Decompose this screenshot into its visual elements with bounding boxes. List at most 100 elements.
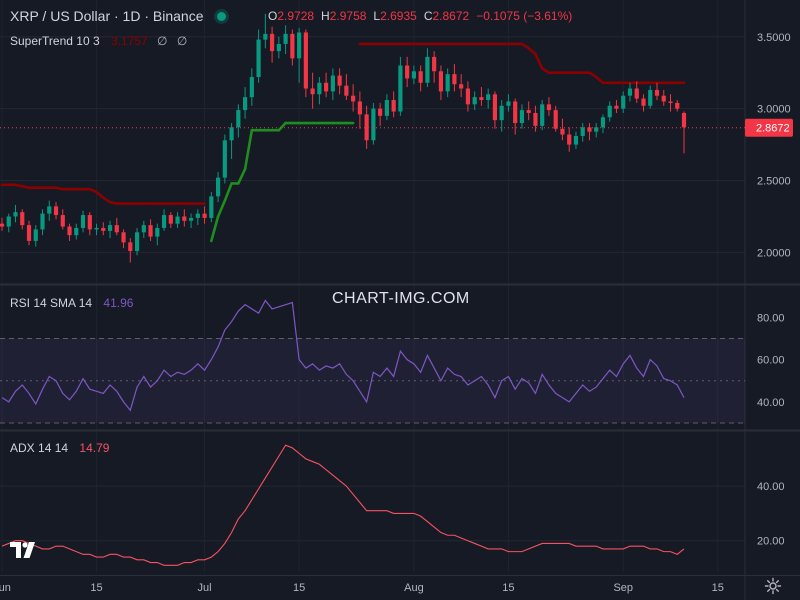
tradingview-logo-icon[interactable] bbox=[10, 540, 40, 560]
time-tick-label: Aug bbox=[404, 582, 424, 594]
candle-body bbox=[371, 108, 376, 141]
candle-body bbox=[290, 33, 295, 59]
candle-body bbox=[297, 32, 302, 59]
candle-body bbox=[668, 101, 673, 103]
visibility-off-icon[interactable]: ∅ bbox=[157, 34, 168, 48]
rsi-value: 41.96 bbox=[103, 296, 134, 310]
time-tick-label: Jul bbox=[198, 582, 212, 594]
supertrend-segment bbox=[540, 67, 551, 75]
time-tick-label: Jun bbox=[0, 582, 11, 594]
candle-body bbox=[26, 225, 32, 241]
candle-body bbox=[384, 100, 389, 116]
candle-body bbox=[188, 217, 194, 221]
candle-body bbox=[236, 110, 241, 128]
price-tick-label: 2.0000 bbox=[757, 247, 791, 259]
candle-body bbox=[148, 225, 153, 237]
candle-body bbox=[486, 94, 491, 101]
rsi-tick-label: 40.00 bbox=[757, 397, 785, 409]
candle-body bbox=[60, 215, 65, 227]
rsi-tick-label: 60.00 bbox=[757, 355, 785, 367]
low-label: L bbox=[373, 9, 381, 23]
candle-body bbox=[195, 213, 200, 218]
candle-body bbox=[438, 71, 444, 92]
supertrend-legend[interactable]: SuperTrend 10 3 3.1757 ∅ ∅ bbox=[10, 34, 187, 48]
candle-body bbox=[641, 98, 646, 106]
settings-gear-icon[interactable] bbox=[764, 577, 782, 595]
candle-body bbox=[303, 32, 308, 89]
supertrend-value: 3.1757 bbox=[110, 34, 148, 48]
adx-legend[interactable]: ADX 14 14 14.79 bbox=[10, 441, 109, 455]
time-tick-label: Sep bbox=[613, 582, 633, 594]
candle-body bbox=[168, 215, 173, 224]
candle-body bbox=[378, 108, 383, 116]
candle-body bbox=[215, 177, 221, 197]
rsi-label: RSI bbox=[10, 296, 31, 310]
candle-body bbox=[107, 225, 113, 231]
price-tick-label: 3.5000 bbox=[757, 32, 791, 44]
high-value: 2.9758 bbox=[329, 9, 367, 23]
rsi-tick-label: 80.00 bbox=[757, 312, 785, 324]
time-tick-label: 15 bbox=[293, 582, 305, 594]
last-price-badge bbox=[745, 118, 793, 137]
candle-body bbox=[249, 77, 254, 98]
visibility-off-icon[interactable]: ∅ bbox=[176, 34, 188, 48]
symbol-header: XRP / US Dollar · 1D · Binance bbox=[10, 8, 234, 24]
candle-body bbox=[317, 82, 322, 95]
candle-body bbox=[242, 97, 248, 111]
candle-body bbox=[675, 102, 680, 109]
candle-body bbox=[175, 216, 180, 224]
candle-body bbox=[533, 112, 538, 126]
candle-body bbox=[330, 75, 335, 92]
candle-body bbox=[648, 89, 653, 106]
candle-body bbox=[405, 65, 410, 79]
supertrend-label: SuperTrend bbox=[10, 34, 73, 48]
candle-body bbox=[33, 229, 38, 241]
supertrend-segment bbox=[243, 128, 254, 171]
candle-body bbox=[229, 127, 234, 141]
candle-body bbox=[432, 56, 437, 72]
candle-body bbox=[513, 101, 518, 124]
candle-body bbox=[621, 95, 626, 109]
price-tick-label: 2.5000 bbox=[757, 176, 791, 188]
candle-body bbox=[134, 232, 140, 251]
candle-body bbox=[573, 135, 579, 145]
candle-body bbox=[182, 216, 187, 221]
candle-body bbox=[567, 134, 572, 145]
candle-body bbox=[479, 97, 484, 101]
candle-body bbox=[600, 117, 606, 128]
market-status-icon bbox=[217, 12, 227, 22]
time-tick-label: 15 bbox=[712, 582, 724, 594]
candle-body bbox=[553, 110, 558, 129]
candle-body bbox=[546, 104, 552, 111]
candle-body bbox=[94, 227, 99, 230]
supertrend-segment bbox=[588, 71, 598, 79]
candle-body bbox=[47, 206, 52, 214]
candle-body bbox=[351, 95, 356, 102]
candle-body bbox=[155, 227, 160, 237]
supertrend-segment bbox=[223, 182, 233, 202]
candle-body bbox=[101, 227, 106, 231]
candle-body bbox=[202, 213, 207, 218]
candle-body bbox=[114, 225, 119, 233]
rsi-legend[interactable]: RSI 14 SMA 14 41.96 bbox=[10, 296, 133, 310]
candle-body bbox=[0, 223, 5, 227]
candle-body bbox=[344, 85, 349, 96]
candle-body bbox=[80, 215, 86, 228]
candle-body bbox=[452, 74, 457, 85]
symbol-title[interactable]: XRP / US Dollar · 1D · Binance bbox=[10, 8, 204, 24]
candle-body bbox=[67, 226, 72, 236]
close-label: C bbox=[423, 9, 433, 23]
candle-body bbox=[472, 97, 477, 105]
candle-body bbox=[128, 242, 133, 251]
adx-tick-label: 20.00 bbox=[757, 536, 785, 548]
candle-body bbox=[310, 88, 315, 95]
candle-body bbox=[492, 94, 498, 121]
candle-body bbox=[222, 140, 227, 178]
close-value: 2.8672 bbox=[432, 9, 470, 23]
candle-body bbox=[6, 216, 11, 227]
low-value: 2.6935 bbox=[380, 9, 417, 23]
candle-body bbox=[337, 75, 342, 86]
candle-body bbox=[465, 88, 471, 105]
candle-body bbox=[53, 206, 59, 216]
